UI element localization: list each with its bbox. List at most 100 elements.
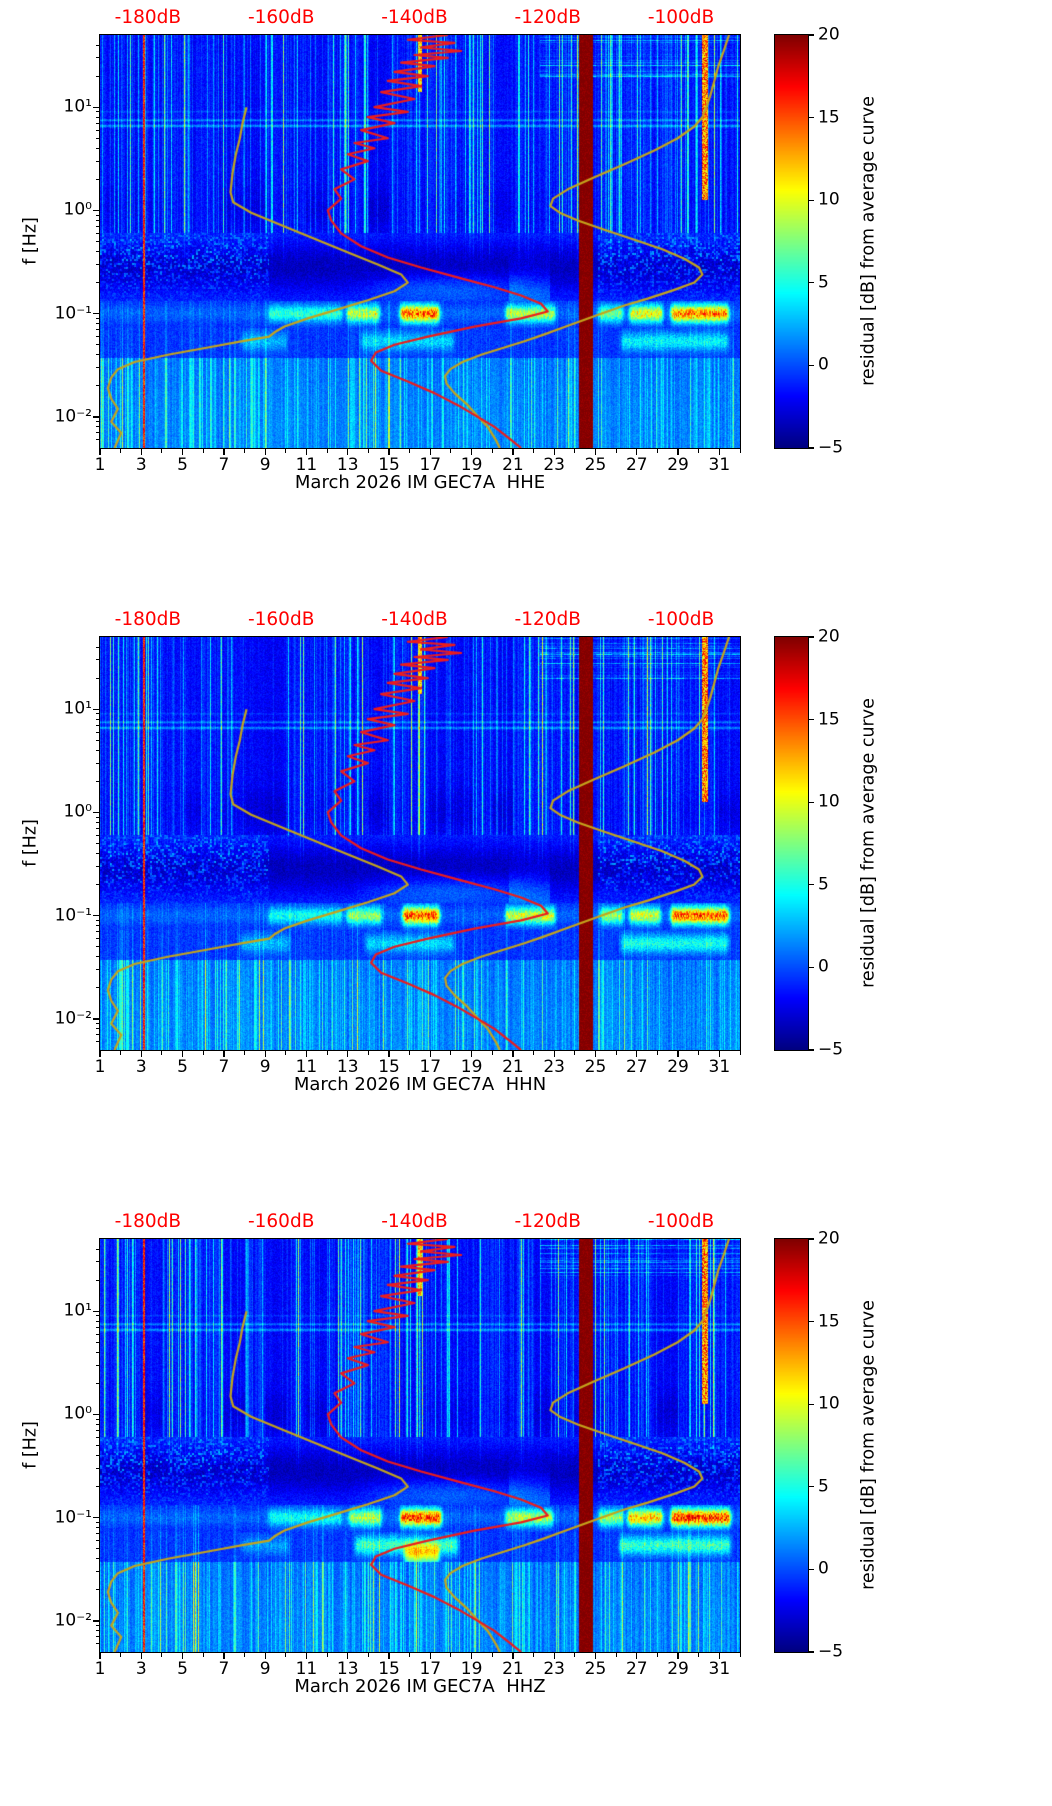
top-axis-tick-label: -120dB <box>514 609 581 630</box>
y-axis-tick-label: 10¹ <box>63 96 92 117</box>
y-minor-tick-mark <box>95 426 99 428</box>
colorbar-tick-label: −5 <box>818 1641 844 1662</box>
x-axis-tick-label: 1 <box>94 1659 106 1679</box>
x-major-tick-mark <box>470 1653 473 1659</box>
y-minor-tick-mark <box>95 137 99 139</box>
y-minor-tick-mark <box>95 1023 99 1025</box>
x-axis-tick-label: 1 <box>94 455 106 475</box>
y-minor-tick-mark <box>95 1320 99 1322</box>
y-minor-tick-mark <box>95 354 99 356</box>
x-major-tick-mark <box>594 1051 597 1057</box>
x-axis-tick-label: 7 <box>218 1057 230 1077</box>
x-axis-tick-label: 29 <box>667 455 689 475</box>
colorbar-tick-label: 10 <box>818 1393 840 1414</box>
x-minor-tick-mark <box>533 1051 535 1055</box>
x-axis-tick-label: 13 <box>336 1057 359 1077</box>
colorbar-tick-mark <box>809 199 814 201</box>
y-major-tick-mark <box>93 915 99 917</box>
x-minor-tick-mark <box>367 1051 369 1055</box>
y-minor-tick-mark <box>95 344 99 346</box>
x-axis-tick-label: 13 <box>336 1659 359 1679</box>
y-minor-tick-mark <box>95 946 99 948</box>
y-minor-tick-mark <box>95 834 99 836</box>
y-minor-tick-mark <box>95 739 99 741</box>
y-minor-tick-mark <box>95 646 99 648</box>
colorbar-label: residual [dB] from average curve <box>858 698 879 988</box>
y-minor-tick-mark <box>95 1333 99 1335</box>
x-major-tick-mark <box>264 1653 266 1659</box>
x-axis-tick-label: 17 <box>419 1057 442 1077</box>
spectrogram-panel: -180dB -160dB -140dB -120dB -100dB f [Hz] 10… <box>0 602 1052 1204</box>
x-major-tick-mark <box>594 449 597 455</box>
y-minor-tick-mark <box>95 780 99 782</box>
colorbar-tick-label: 10 <box>818 189 840 210</box>
y-major-tick-mark <box>93 416 99 418</box>
y-minor-tick-mark <box>95 116 99 118</box>
x-axis-tick-label: 5 <box>177 455 188 475</box>
y-minor-tick-mark <box>95 1540 99 1542</box>
x-major-tick-mark <box>140 1653 142 1659</box>
x-major-tick-mark <box>181 1051 184 1057</box>
x-minor-tick-mark <box>574 1051 576 1055</box>
x-minor-tick-mark <box>739 1653 741 1657</box>
y-minor-tick-mark <box>95 749 99 751</box>
top-axis-tick-label: -100dB <box>647 1211 715 1232</box>
y-axis-tick-label: 10¹ <box>63 1300 92 1321</box>
top-axis-tick-label: -160dB <box>247 7 315 28</box>
y-minor-tick-mark <box>95 827 99 829</box>
x-axis-tick-label: 15 <box>378 455 400 475</box>
x-minor-tick-mark <box>326 449 328 453</box>
x-minor-tick-mark <box>326 1051 328 1055</box>
x-major-tick-mark <box>347 1051 349 1057</box>
colorbar-tick-mark <box>809 966 814 969</box>
colorbar-tick-mark <box>809 1049 814 1051</box>
x-minor-tick-mark <box>739 1051 741 1055</box>
y-minor-tick-mark <box>95 713 99 715</box>
x-axis-tick-label: 3 <box>135 1057 147 1077</box>
x-minor-tick-mark <box>615 1051 617 1055</box>
y-minor-tick-mark <box>95 1028 99 1030</box>
y-minor-tick-mark <box>95 919 99 921</box>
spectrogram-canvas <box>99 34 741 449</box>
x-minor-tick-mark <box>244 1051 246 1055</box>
y-major-tick-mark <box>93 209 99 212</box>
x-minor-tick-mark <box>450 1653 452 1657</box>
y-axis-tick-label: 10⁻¹ <box>54 303 92 324</box>
x-minor-tick-mark <box>202 1051 204 1055</box>
top-axis-tick-label: -100dB <box>647 609 715 630</box>
x-axis-tick-label: 3 <box>135 455 147 475</box>
y-minor-tick-mark <box>95 1436 99 1438</box>
x-minor-tick-mark <box>285 1653 287 1657</box>
y-axis-tick-label: 10⁰ <box>63 199 92 220</box>
x-major-tick-mark <box>677 449 679 455</box>
y-minor-tick-mark <box>95 336 99 338</box>
y-minor-tick-mark <box>95 122 99 124</box>
y-minor-tick-mark <box>95 439 99 441</box>
y-major-tick-mark <box>93 708 99 710</box>
colorbar-tick-mark <box>809 801 814 803</box>
x-minor-tick-mark <box>574 449 576 453</box>
colorbar-gradient <box>774 636 809 1051</box>
colorbar-tick-label: 5 <box>818 1476 829 1497</box>
y-minor-tick-mark <box>95 1630 99 1632</box>
x-axis-tick-label: 19 <box>460 1659 483 1679</box>
x-minor-tick-mark <box>202 449 204 453</box>
colorbar-gradient <box>774 1238 809 1653</box>
top-axis-tick-label: -140dB <box>381 1211 448 1232</box>
x-minor-tick-mark <box>409 1051 411 1055</box>
spectrogram-panel: -180dB -160dB -140dB -120dB -100dB f [Hz] 10… <box>0 0 1052 602</box>
y-minor-tick-mark <box>95 865 99 867</box>
y-minor-tick-mark <box>95 251 99 252</box>
x-major-tick-mark <box>429 1653 431 1659</box>
x-axis-tick-label: 25 <box>584 1659 607 1679</box>
x-minor-tick-mark <box>409 449 411 453</box>
x-major-tick-mark <box>429 449 431 455</box>
top-axis-tick-label: -180dB <box>114 609 182 630</box>
y-minor-tick-mark <box>95 1382 99 1384</box>
x-axis-tick-label: 27 <box>625 1659 648 1679</box>
y-axis-label: f [Hz] <box>20 819 41 867</box>
y-minor-tick-mark <box>95 1589 99 1591</box>
spectrogram-canvas <box>99 1238 741 1653</box>
top-axis-tick-label: -120dB <box>514 1211 581 1232</box>
